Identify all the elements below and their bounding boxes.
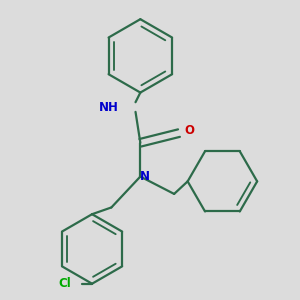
Text: Cl: Cl [58,277,71,290]
Text: O: O [185,124,195,137]
Text: NH: NH [99,100,119,113]
Text: N: N [140,170,150,183]
